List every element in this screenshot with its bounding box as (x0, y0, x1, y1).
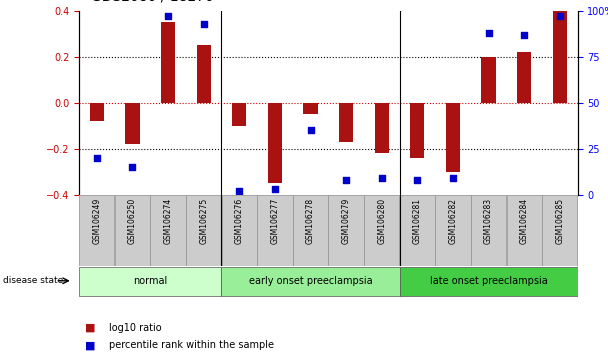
Bar (399, 195, 435, 266)
Bar (186, 195, 221, 266)
Point (235, 188, 244, 194)
Text: ■: ■ (85, 323, 95, 333)
Point (341, 177, 351, 183)
Bar (399, 267, 578, 296)
Bar (232, 103, 246, 126)
Bar (446, 103, 460, 172)
Bar (150, 195, 185, 266)
Bar (79, 267, 221, 296)
Text: GSM106278: GSM106278 (306, 198, 315, 244)
Bar (221, 267, 399, 296)
Bar (471, 195, 506, 266)
Bar (553, 11, 567, 103)
Text: percentile rank within the sample: percentile rank within the sample (109, 341, 274, 350)
Point (306, 127, 316, 133)
Bar (410, 103, 424, 158)
Bar (482, 57, 496, 103)
Bar (339, 103, 353, 142)
Point (519, 32, 529, 38)
Bar (542, 195, 578, 266)
Text: GSM106249: GSM106249 (92, 198, 102, 244)
Text: GSM106283: GSM106283 (484, 198, 493, 244)
Bar (328, 195, 364, 266)
Text: ■: ■ (85, 341, 95, 350)
Bar (293, 195, 328, 266)
Text: normal: normal (133, 276, 167, 286)
Bar (79, 195, 114, 266)
Point (555, 13, 565, 19)
Text: GSM106279: GSM106279 (342, 198, 351, 244)
Bar (222, 195, 257, 266)
Text: GSM106285: GSM106285 (555, 198, 564, 244)
Text: GSM106284: GSM106284 (520, 198, 529, 244)
Text: GSM106277: GSM106277 (271, 198, 280, 244)
Text: GSM106250: GSM106250 (128, 198, 137, 244)
Bar (364, 195, 399, 266)
Bar (435, 195, 471, 266)
Text: GDS2080 / 18270: GDS2080 / 18270 (91, 0, 214, 4)
Point (448, 175, 458, 181)
Point (270, 186, 280, 192)
Text: GSM106282: GSM106282 (449, 198, 457, 244)
Text: log10 ratio: log10 ratio (109, 323, 162, 333)
Point (412, 177, 422, 183)
Text: late onset preeclampsia: late onset preeclampsia (430, 276, 547, 286)
Text: disease state: disease state (3, 276, 63, 285)
Text: GSM106274: GSM106274 (164, 198, 173, 244)
Point (163, 13, 173, 19)
Point (199, 21, 209, 26)
Text: GSM106280: GSM106280 (377, 198, 386, 244)
Text: GSM106275: GSM106275 (199, 198, 208, 244)
Bar (506, 195, 542, 266)
Text: early onset preeclampsia: early onset preeclampsia (249, 276, 372, 286)
Bar (125, 103, 140, 144)
Bar (115, 195, 150, 266)
Bar (303, 103, 317, 114)
Bar (161, 22, 175, 103)
Bar (196, 45, 211, 103)
Bar (257, 195, 292, 266)
Point (484, 30, 494, 35)
Text: GSM106276: GSM106276 (235, 198, 244, 244)
Bar (90, 103, 104, 121)
Bar (517, 52, 531, 103)
Point (377, 175, 387, 181)
Text: GSM106281: GSM106281 (413, 198, 422, 244)
Bar (375, 103, 389, 153)
Point (92, 155, 102, 161)
Bar (268, 103, 282, 183)
Point (128, 164, 137, 170)
